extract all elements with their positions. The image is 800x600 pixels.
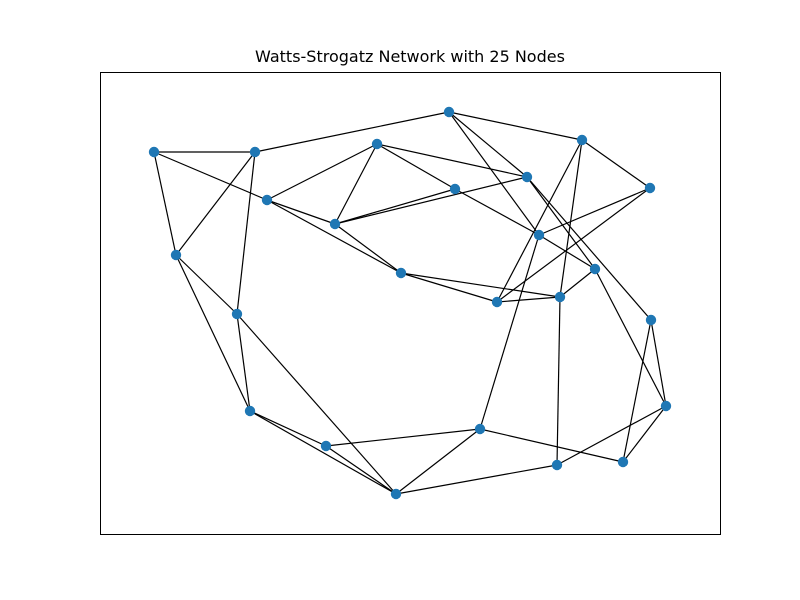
node (617, 456, 629, 468)
edge (559, 268, 596, 298)
node (261, 194, 273, 206)
node (491, 296, 503, 308)
node (320, 440, 332, 452)
edge (175, 254, 251, 412)
node (521, 171, 533, 183)
edge (556, 296, 561, 466)
plot-frame (100, 72, 721, 535)
edge (376, 143, 456, 190)
edge (254, 111, 450, 153)
node (589, 263, 601, 275)
edge (448, 111, 540, 236)
node (395, 267, 407, 279)
edge (400, 272, 498, 303)
figure-title: Watts-Strogatz Network with 25 Nodes (255, 47, 565, 66)
edge (266, 143, 378, 201)
node (533, 229, 545, 241)
edge (650, 319, 667, 407)
edge (236, 313, 251, 412)
edge (334, 176, 528, 225)
edge (581, 139, 651, 189)
edge (526, 176, 652, 321)
edge (559, 139, 583, 298)
edge (334, 143, 378, 225)
edge (249, 410, 327, 447)
node (249, 146, 261, 158)
edge (334, 223, 402, 274)
edge (496, 187, 651, 303)
edge (496, 139, 583, 303)
edge (594, 268, 667, 407)
edge (622, 319, 652, 463)
node (551, 459, 563, 471)
edge (325, 445, 397, 495)
edge (153, 151, 268, 201)
edge (538, 234, 596, 270)
node (449, 183, 461, 195)
node (474, 423, 486, 435)
edge (448, 111, 583, 141)
node (554, 291, 566, 303)
edge (538, 187, 651, 236)
node (329, 218, 341, 230)
node (390, 488, 402, 500)
edge (325, 428, 481, 447)
edge (479, 234, 540, 430)
edge (236, 151, 256, 315)
nodes-layer (148, 106, 672, 500)
edge (153, 151, 177, 256)
node (231, 308, 243, 320)
node (244, 405, 256, 417)
edge (395, 464, 558, 495)
node (443, 106, 455, 118)
edge (454, 188, 540, 236)
node (644, 182, 656, 194)
edge (236, 313, 397, 495)
edge (266, 199, 402, 274)
edge (400, 272, 561, 298)
edge (496, 296, 561, 303)
edge (376, 143, 528, 178)
edge (448, 111, 528, 178)
node (148, 146, 160, 158)
edge (175, 254, 238, 315)
node (660, 400, 672, 412)
edge (622, 405, 667, 463)
edge (395, 428, 481, 495)
node (371, 138, 383, 150)
edge (556, 405, 667, 466)
edge (249, 410, 397, 495)
node (576, 134, 588, 146)
node (645, 314, 657, 326)
edges-layer (153, 111, 667, 495)
edge (266, 199, 336, 225)
node (170, 249, 182, 261)
edge (175, 151, 256, 256)
edge (334, 188, 456, 225)
edge (479, 428, 624, 463)
edge (526, 176, 596, 270)
